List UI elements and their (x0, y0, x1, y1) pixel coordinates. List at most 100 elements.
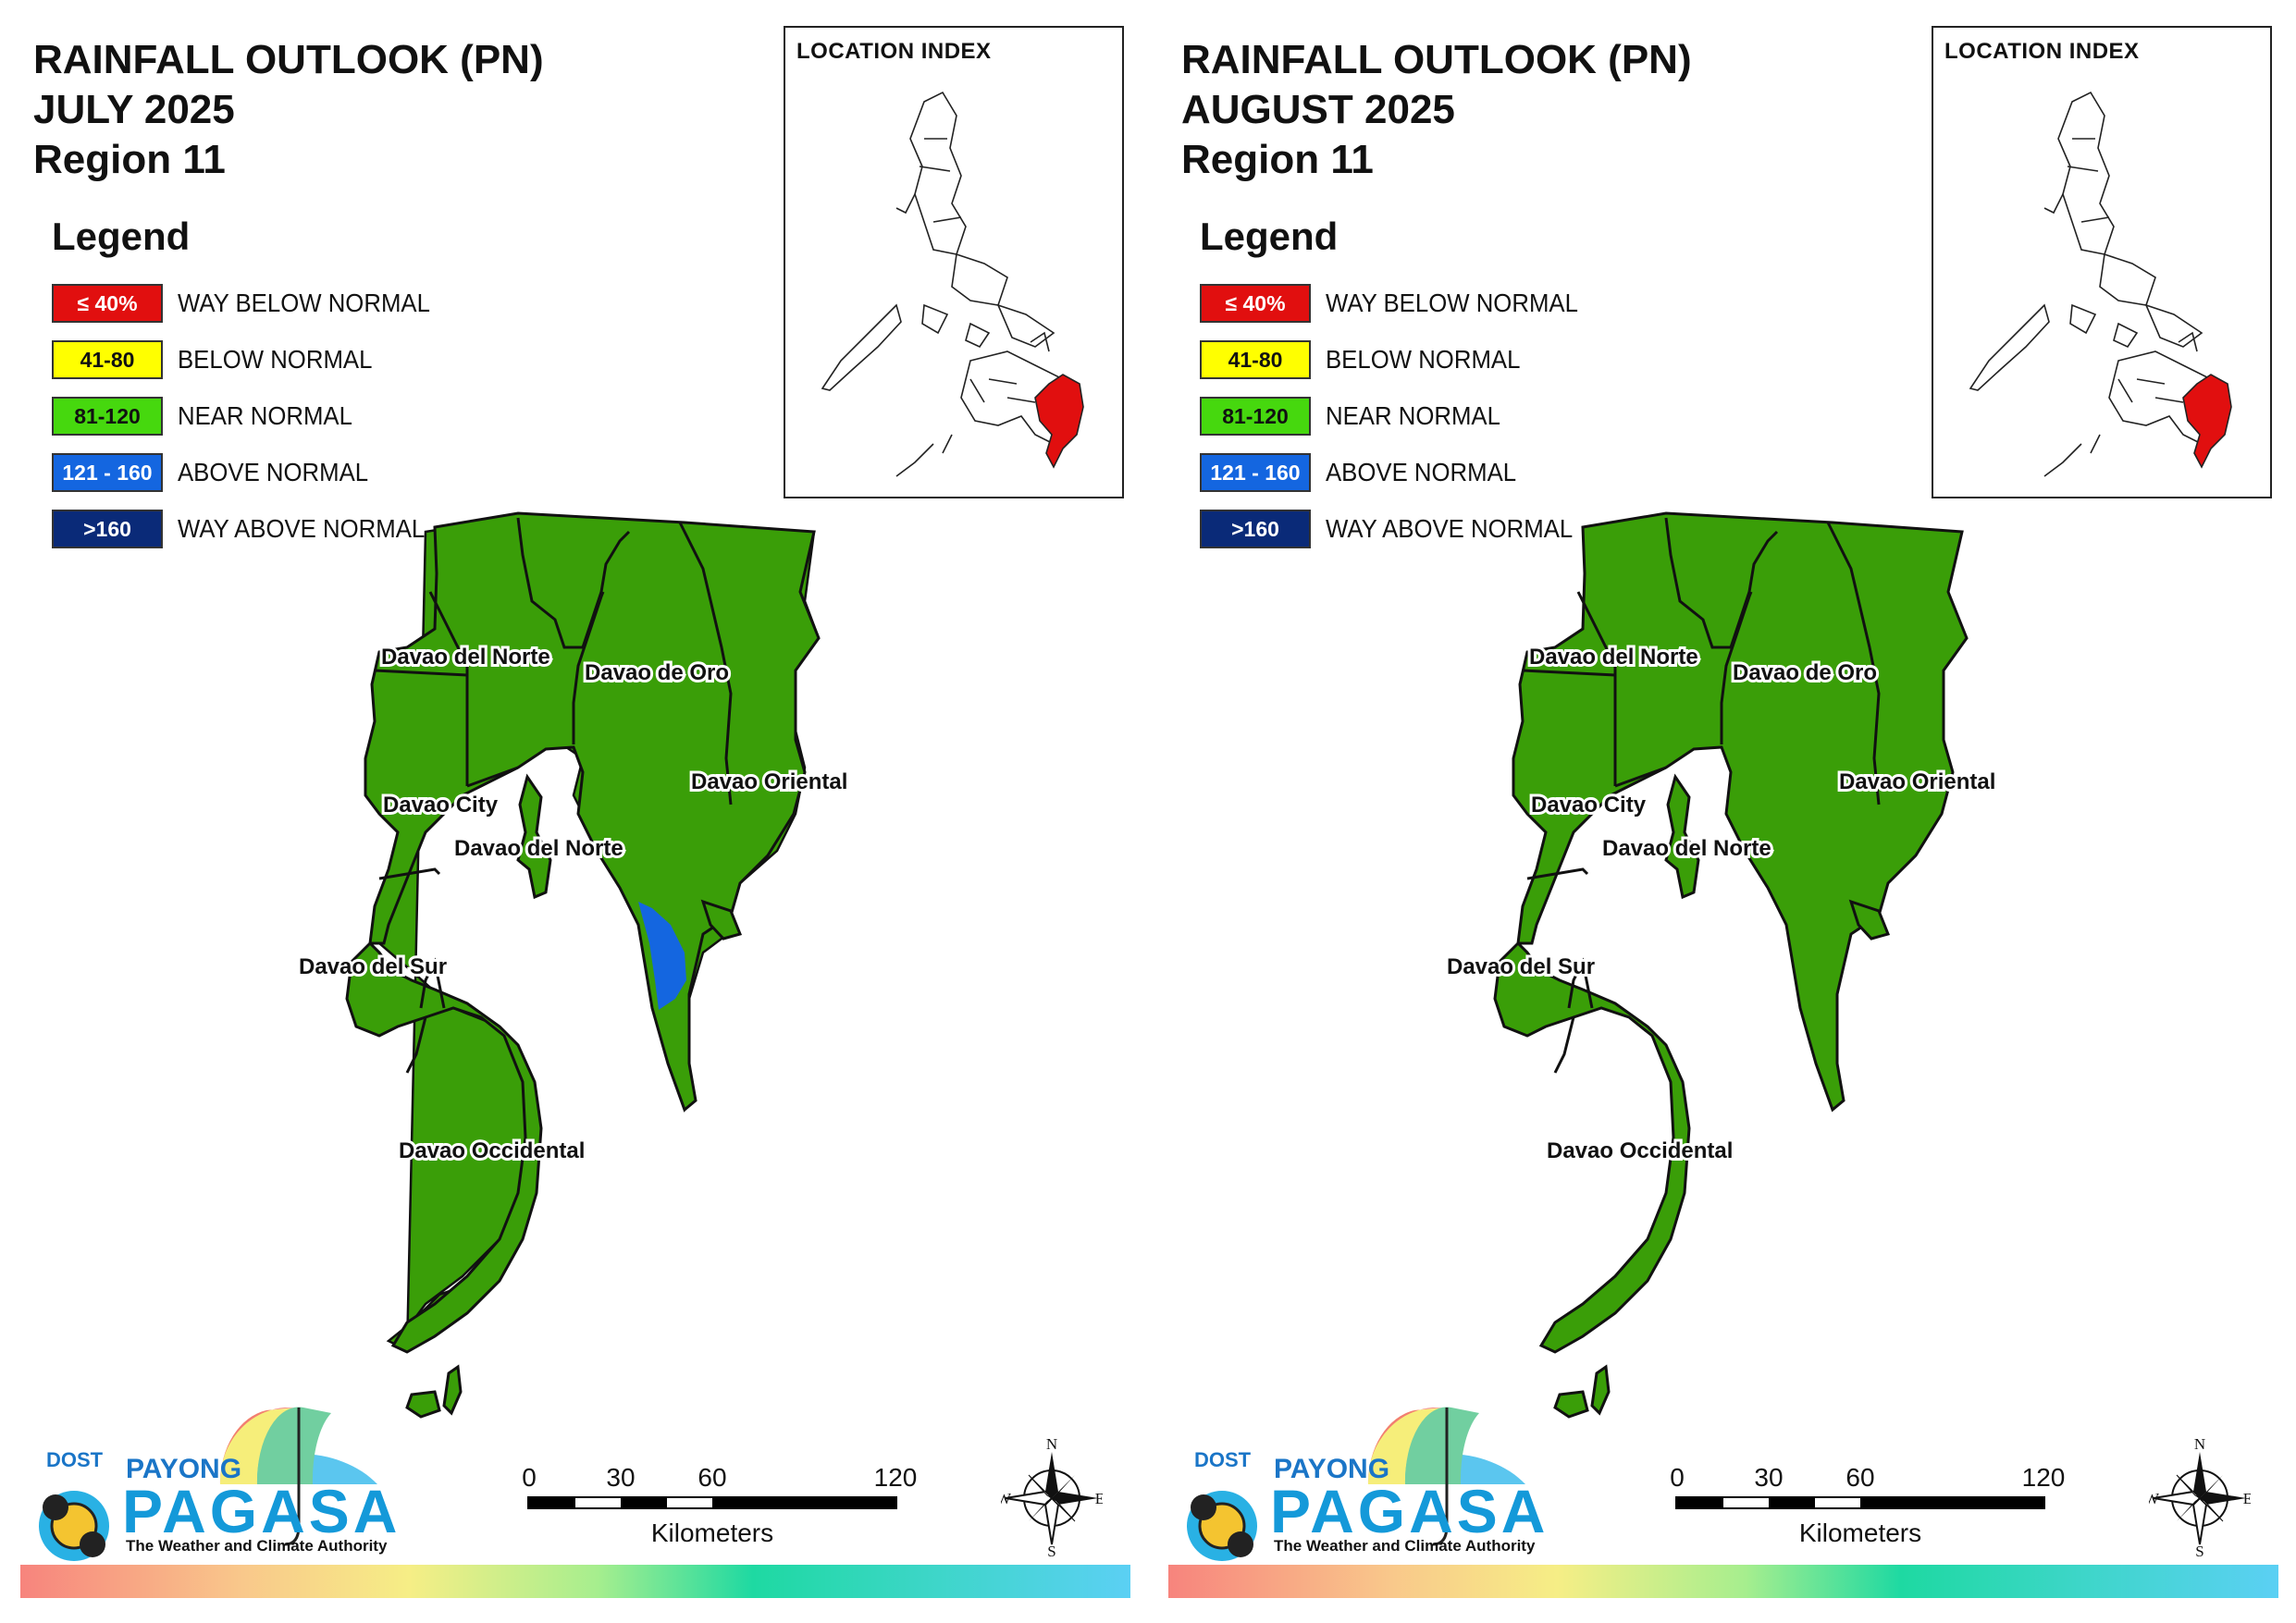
region-mainland (364, 511, 821, 1113)
scale-bar-graphic (527, 1496, 897, 1509)
philippines-locator-map (821, 91, 1084, 477)
scale-tick-60: 60 (1845, 1463, 1875, 1492)
legend-swatch: >160 (1200, 510, 1311, 548)
legend-label: WAY BELOW NORMAL (1326, 289, 1578, 317)
region-southwest (345, 941, 543, 1354)
label-davao-oriental: Davao Oriental (691, 769, 847, 794)
philippines-locator-map (1969, 91, 2232, 477)
legend-label: BELOW NORMAL (178, 345, 373, 374)
legend-item-way-below: ≤ 40% WAY BELOW NORMAL (1200, 283, 1600, 324)
legend-swatch: 81-120 (1200, 397, 1311, 436)
map-title: RAINFALL OUTLOOK (PN) JULY 2025 Region 1… (33, 35, 544, 185)
legend-label: NEAR NORMAL (1326, 401, 1500, 430)
inset-title: LOCATION INDEX (796, 39, 992, 64)
panel-july: RAINFALL OUTLOOK (PN) JULY 2025 Region 1… (20, 26, 1130, 1598)
legend-label: NEAR NORMAL (178, 401, 352, 430)
island-south (405, 1364, 463, 1419)
title-line-3: Region 11 (33, 137, 226, 182)
tagline-label: The Weather and Climate Authority (126, 1537, 388, 1555)
region-11-map: Davao del Norte Davao de Oro Davao Orien… (1444, 511, 1998, 1419)
scale-unit: Kilometers (650, 1518, 774, 1547)
legend-item-below: 41-80 BELOW NORMAL (52, 339, 389, 380)
island-south (1553, 1364, 1611, 1419)
island-east (700, 899, 743, 941)
scale-tick-120: 120 (2021, 1463, 2066, 1492)
region-11-highlight (2182, 374, 2232, 469)
umbrella-icon (1187, 1407, 1525, 1561)
compass-rose-icon: N E S W (996, 1435, 1105, 1560)
scale-tick-0: 0 (1670, 1463, 1685, 1492)
scale-tick-30: 30 (606, 1463, 636, 1492)
label-davao-del-sur: Davao del Sur (299, 954, 447, 979)
label-davao-del-norte-island: Davao del Norte (454, 836, 623, 861)
compass-n: N (1046, 1438, 1057, 1453)
scale-bar-graphic (1675, 1496, 2045, 1509)
scale-unit: Kilometers (1798, 1518, 1922, 1547)
scale-tick-120: 120 (873, 1463, 918, 1492)
scale-tick-60: 60 (697, 1463, 727, 1492)
legend-swatch: 81-120 (52, 397, 163, 436)
legend-label: WAY ABOVE NORMAL (1326, 514, 1574, 543)
label-davao-del-norte: Davao del Norte (381, 645, 550, 670)
label-davao-occidental: Davao Occidental (399, 1138, 585, 1163)
legend-label: ABOVE NORMAL (1326, 458, 1517, 486)
island-samal (1664, 773, 1700, 900)
label-davao-oriental: Davao Oriental (1839, 769, 1995, 794)
title-line-2: JULY 2025 (33, 87, 235, 132)
province-boundaries (374, 517, 733, 1074)
scale-bar: 0 30 60 120 Kilometers (522, 1463, 917, 1547)
island-east (1848, 899, 1891, 941)
title-line-1: RAINFALL OUTLOOK (PN) (33, 37, 544, 82)
location-index-inset: LOCATION INDEX (784, 26, 1124, 498)
legend-item-way-above: >160 WAY ABOVE NORMAL (52, 509, 446, 549)
legend-label: BELOW NORMAL (1326, 345, 1521, 374)
scale-bar: 0 30 60 120 Kilometers (1670, 1463, 2065, 1547)
tagline-label: The Weather and Climate Authority (1274, 1537, 1536, 1555)
legend-swatch: 41-80 (1200, 340, 1311, 379)
map-labels: Davao del Norte Davao de Oro Davao Orien… (1444, 642, 1998, 1166)
panel-august: RAINFALL OUTLOOK (PN) AUGUST 2025 Region… (1148, 0, 2296, 1623)
compass-rose-icon: N E S W (2144, 1435, 2253, 1560)
compass-w: W (1001, 1490, 1012, 1507)
label-davao-city: Davao City (1531, 793, 1647, 818)
north-arrow: N E S W (2144, 1435, 2253, 1560)
compass-n: N (2194, 1438, 2205, 1453)
legend-swatch: ≤ 40% (52, 284, 163, 323)
umbrella-icon (39, 1407, 377, 1561)
label-davao-city: Davao City (383, 793, 499, 818)
legend-item-way-below: ≤ 40% WAY BELOW NORMAL (52, 283, 452, 324)
legend-title: Legend (52, 215, 191, 258)
legend-item-above: 121 - 160 ABOVE NORMAL (1200, 452, 1533, 493)
payong-pagasa-logo: DOST PAYONG PAGASA The Weather and Clima… (35, 1387, 397, 1563)
compass-e: E (2243, 1490, 2251, 1507)
legend-item-above: 121 - 160 ABOVE NORMAL (52, 452, 385, 493)
scale-tick-30: 30 (1754, 1463, 1784, 1492)
compass-e: E (1095, 1490, 1103, 1507)
inset-title: LOCATION INDEX (1944, 39, 2140, 64)
legend-swatch: 121 - 160 (52, 453, 163, 492)
payong-label: PAYONG (126, 1454, 242, 1484)
map-title: RAINFALL OUTLOOK (PN) AUGUST 2025 Region… (1181, 35, 1692, 185)
label-davao-del-norte: Davao del Norte (1529, 645, 1698, 670)
legend-title: Legend (1200, 215, 1339, 258)
region-11-map: Davao del Norte Davao de Oro Davao Orien… (299, 511, 848, 1419)
region-mainland (1512, 511, 1969, 1113)
payong-pagasa-logo: DOST PAYONG PAGASA The Weather and Clima… (1183, 1387, 1545, 1563)
legend-swatch: ≤ 40% (1200, 284, 1311, 323)
label-davao-del-sur: Davao del Sur (1447, 954, 1595, 979)
title-line-2: AUGUST 2025 (1181, 87, 1455, 132)
region-11-highlight (1034, 374, 1084, 469)
pagasa-label: PAGASA (1270, 1477, 1549, 1545)
legend-label: ABOVE NORMAL (178, 458, 369, 486)
brand-gradient-bar (20, 1565, 1130, 1598)
legend-label: WAY BELOW NORMAL (178, 289, 430, 317)
scale-tick-0: 0 (522, 1463, 537, 1492)
dost-label: DOST (46, 1448, 104, 1471)
dost-label: DOST (1194, 1448, 1252, 1471)
title-line-3: Region 11 (1181, 137, 1374, 182)
region-southwest (1493, 941, 1691, 1354)
legend-swatch: 41-80 (52, 340, 163, 379)
brand-gradient-bar (1168, 1565, 2278, 1598)
legend-label: WAY ABOVE NORMAL (178, 514, 426, 543)
island-samal (516, 773, 552, 900)
